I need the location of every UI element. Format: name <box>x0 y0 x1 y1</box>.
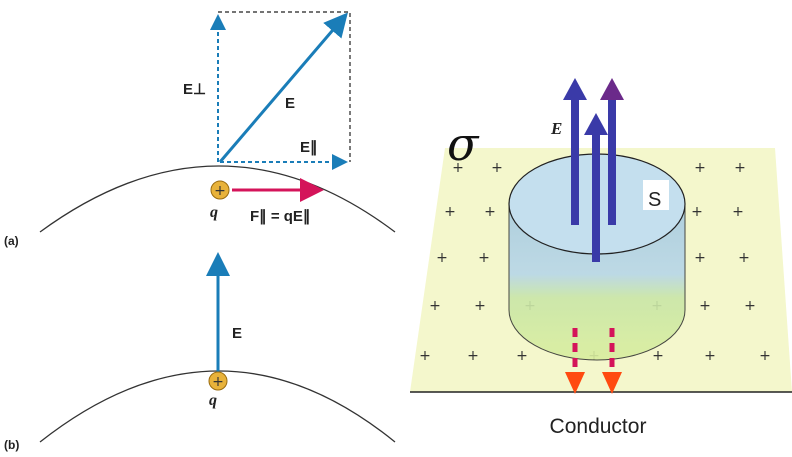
charge-sign: + <box>214 183 226 199</box>
plus-charge: + <box>436 250 448 266</box>
plus-charge: + <box>484 204 496 220</box>
plus-charge: + <box>474 298 486 314</box>
charge-label: q <box>209 392 217 409</box>
arrow-head <box>584 113 608 135</box>
arrow-head <box>600 78 624 100</box>
plus-charge: + <box>516 348 528 364</box>
charge-sign: + <box>212 374 224 390</box>
arrow-head <box>563 78 587 100</box>
e-label: E <box>285 95 295 112</box>
e-perp-label: E⊥ <box>183 81 206 98</box>
e-label: E <box>232 325 242 342</box>
charge-label: q <box>210 204 218 221</box>
panel-a: E⊥ E E∥ + q F∥ = qE∥ (a) <box>4 12 395 248</box>
plus-charge: + <box>419 348 431 364</box>
field-label: E⃗ <box>550 119 576 138</box>
panel-b: E + q (b) <box>4 258 395 452</box>
plus-charge: + <box>694 160 706 176</box>
plus-charge: + <box>467 348 479 364</box>
panel-label: (a) <box>4 234 19 248</box>
plus-charge: + <box>732 204 744 220</box>
surface-label: S <box>648 189 661 211</box>
e-par-label: E∥ <box>300 139 318 156</box>
panel-label: (b) <box>4 438 19 452</box>
plus-charge: + <box>694 250 706 266</box>
plus-charge: + <box>444 204 456 220</box>
plus-charge: + <box>704 348 716 364</box>
sigma-label: σ <box>447 117 480 171</box>
gauss-panel: +++++++++++++++++++++++++ σ E⃗ S Conduct… <box>410 78 792 438</box>
plus-charge: + <box>478 250 490 266</box>
plus-charge: + <box>759 348 771 364</box>
e-arrow <box>220 17 344 162</box>
plus-charge: + <box>734 160 746 176</box>
diagram: E⊥ E E∥ + q F∥ = qE∥ (a) E + q (b) + + + + +… <box>0 0 792 457</box>
plus-charge: + <box>652 348 664 364</box>
plus-charge: + <box>491 160 503 176</box>
plus-charge: + <box>699 298 711 314</box>
plus-charge: + <box>738 250 750 266</box>
plus-charge: + <box>691 204 703 220</box>
conductor-label: Conductor <box>550 415 647 438</box>
plus-charge: + <box>429 298 441 314</box>
plus-charge: + <box>744 298 756 314</box>
force-label: F∥ = qE∥ <box>250 208 310 225</box>
